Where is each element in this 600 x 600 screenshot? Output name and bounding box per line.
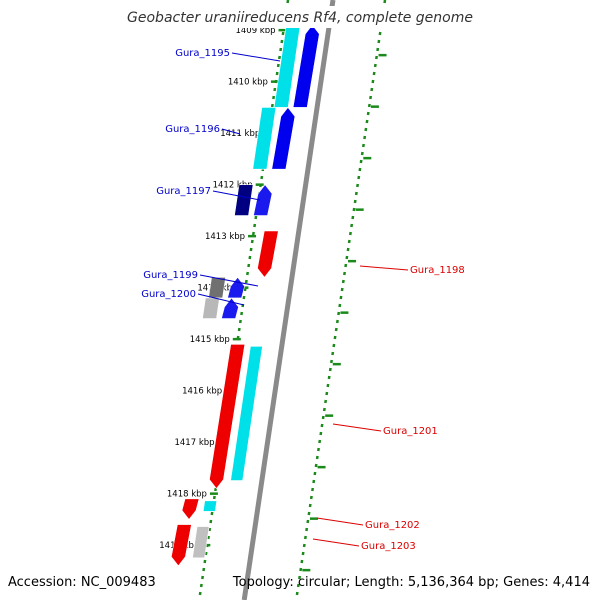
gene-label: Gura_1197	[156, 186, 211, 197]
gene-arrow	[209, 343, 246, 489]
kbp-label: 1411 kbp	[220, 129, 260, 139]
gene-leader-line	[221, 128, 241, 135]
gene-label: Gura_1203	[361, 541, 416, 552]
feature-bar	[202, 297, 220, 319]
kbp-label: 1416 kbp	[182, 387, 222, 397]
feature-bar	[234, 184, 254, 216]
topology-text: Topology: circular; Length: 5,136,364 bp…	[232, 575, 590, 590]
gene-leader-line	[197, 293, 245, 306]
kbp-label: 1410 kbp	[228, 78, 268, 88]
gene-arrow	[253, 184, 273, 216]
gene-label: Gura_1201	[383, 426, 438, 437]
gene-arrow	[221, 297, 239, 319]
gene-leader-line	[332, 423, 382, 432]
gene-label: Gura_1198	[410, 265, 465, 276]
gene-label: Gura_1202	[365, 520, 420, 531]
gene-leader-line	[199, 274, 259, 287]
map-title: Geobacter uraniireducens Rf4, complete g…	[127, 10, 473, 26]
plot-layer: 1409 kbp 1410 kbp 1411 kbp 1412 kbp 1413 kbp…	[141, 0, 465, 600]
footer-layer: Accession: NC_009483 Topology: circular;…	[8, 575, 590, 590]
gene-label: Gura_1200	[141, 289, 196, 300]
kbp-label: 1417 kbp	[174, 438, 214, 448]
gene-label: Gura_1195	[175, 48, 230, 59]
kbp-label: 1418 kbp	[167, 490, 207, 500]
gene-arrow	[257, 230, 279, 278]
kbp-label: 1412 kbp	[213, 181, 253, 191]
feature-bar	[230, 345, 263, 481]
backbone-line	[241, 0, 336, 600]
feature-bar	[252, 107, 277, 170]
gene-label: Gura_1199	[143, 270, 198, 281]
gene-label: Gura_1196	[165, 124, 220, 135]
kbp-label: 1409 kbp	[235, 26, 275, 36]
gene-leader-line	[316, 517, 364, 526]
gene-arrow	[271, 106, 296, 170]
feature-bar	[192, 526, 210, 559]
header-layer: Geobacter uraniireducens Rf4, complete g…	[120, 6, 480, 28]
gene-leader-line	[231, 52, 281, 62]
gene-leader-line	[312, 538, 360, 547]
feature-bar	[202, 500, 218, 512]
gene-arrow	[292, 24, 320, 108]
gene-arrow	[181, 498, 200, 520]
feature-bar	[208, 277, 226, 299]
title-backdrop	[120, 6, 480, 28]
kbp-label: 1413 kbp	[205, 232, 245, 242]
accession-text: Accession: NC_009483	[8, 575, 156, 590]
gene-leader-line	[359, 265, 409, 271]
gene-leader-line	[212, 190, 261, 201]
gene-arrow	[171, 524, 192, 567]
kbp-label: 1415 kbp	[190, 335, 230, 345]
